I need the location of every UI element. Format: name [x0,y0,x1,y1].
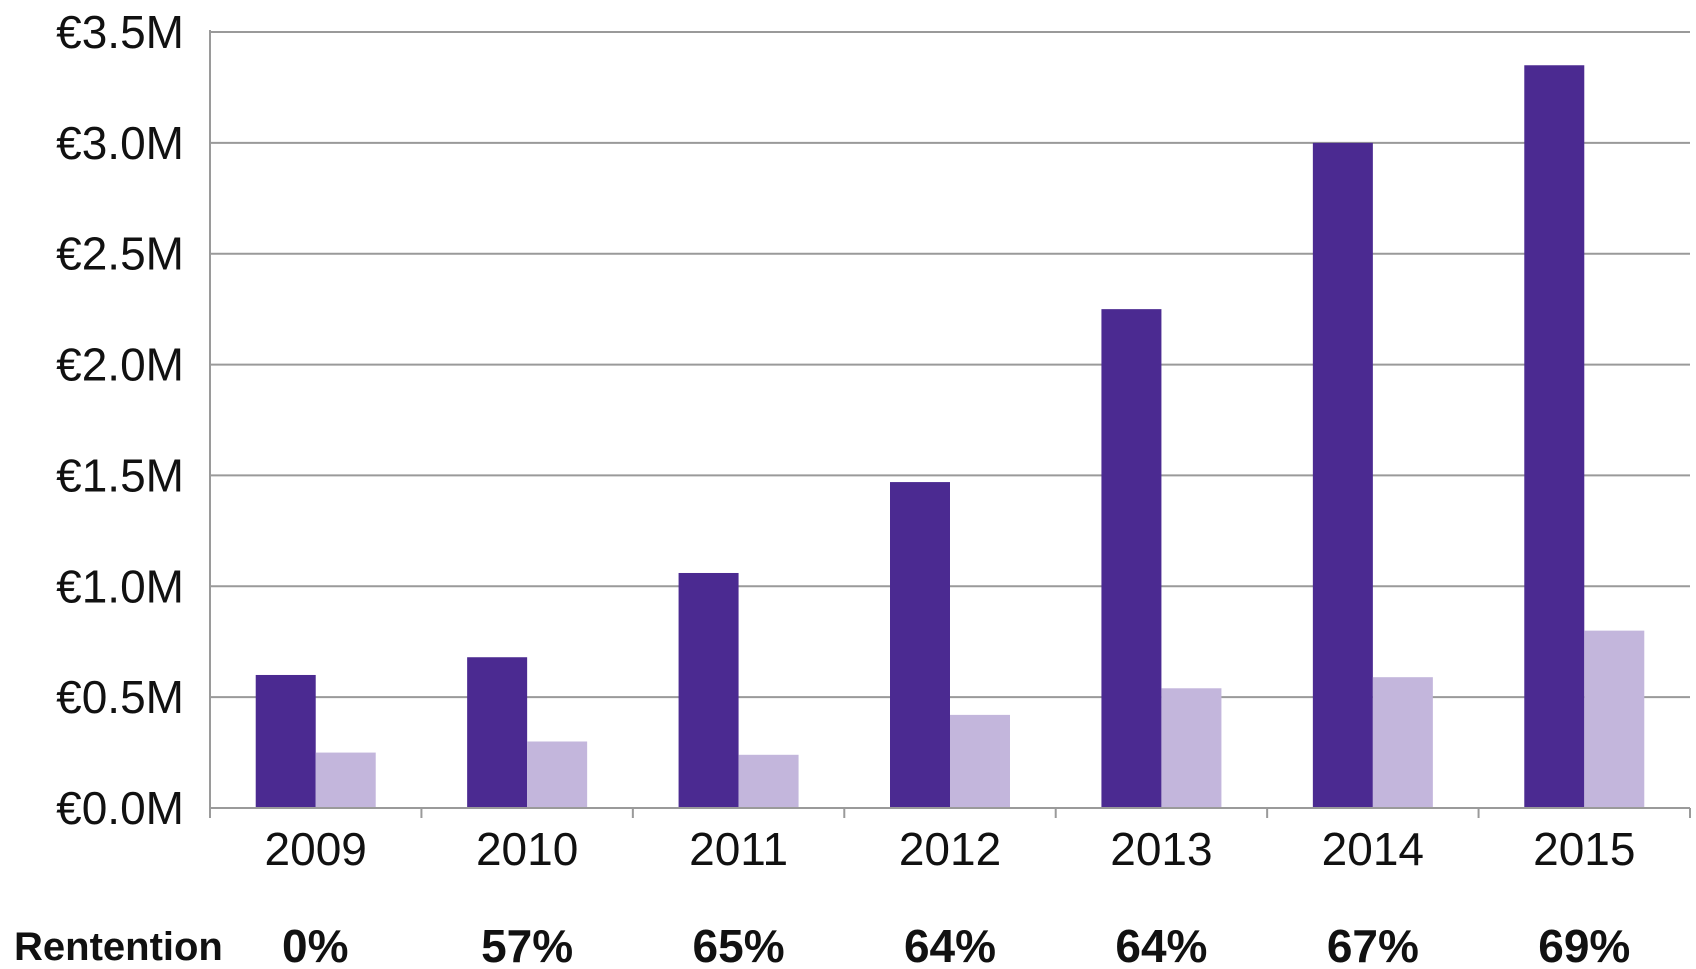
x-tick-label: 2014 [1322,823,1424,875]
retention-value: 64% [1115,920,1207,969]
y-tick-label: €0.5M [56,671,184,723]
y-axis-ticks: €0.0M €0.5M €1.0M €1.5M €2.0M €2.5M €3.0M €3.5M [56,6,184,834]
gridlines [210,31,1690,699]
y-tick-label: €2.5M [56,228,184,280]
x-tick-label: 2012 [899,823,1001,875]
y-tick-label: €2.0M [56,339,184,391]
y-tick-label: €1.5M [56,449,184,501]
retention-value: 65% [693,920,785,969]
retention-row: Rentention 0% 57% 65% 64% 64% 67% 69% [14,920,1630,969]
y-tick-label: €1.0M [56,560,184,612]
x-tick-label: 2009 [265,823,367,875]
bar-series-2 [1372,677,1433,808]
x-tick-label: 2010 [476,823,578,875]
bar-series-1 [1312,142,1373,808]
x-tick-label: 2013 [1110,823,1212,875]
axes [209,30,1691,818]
x-tick-label: 2015 [1533,823,1635,875]
y-tick-label: €3.5M [56,6,184,58]
bar-series-2 [527,741,588,808]
bar-series-2 [1584,630,1645,808]
bar-series-2 [950,714,1010,808]
bar-series-2 [315,752,376,808]
bar-series-2 [738,754,799,808]
bar-series-1 [1524,65,1585,808]
x-tick-label: 2011 [689,823,788,875]
bar-series-1 [890,482,950,808]
retention-value: 69% [1538,920,1630,969]
bar-series-1 [1101,309,1162,808]
bar-series-1 [255,674,316,808]
y-tick-label: €0.0M [56,782,184,834]
bars [255,65,1645,808]
bar-series-2 [1161,688,1222,808]
retention-value: 57% [481,920,573,969]
bar-series-1 [467,657,528,808]
retention-value: 64% [904,920,996,969]
retention-label: Rentention [14,925,223,969]
bar-series-1 [678,572,739,808]
retention-value: 0% [282,920,348,969]
retention-value: 67% [1327,920,1419,969]
x-axis-ticks: 2009 2010 2011 2012 2013 2014 2015 [265,823,1636,875]
y-tick-label: €3.0M [56,117,184,169]
